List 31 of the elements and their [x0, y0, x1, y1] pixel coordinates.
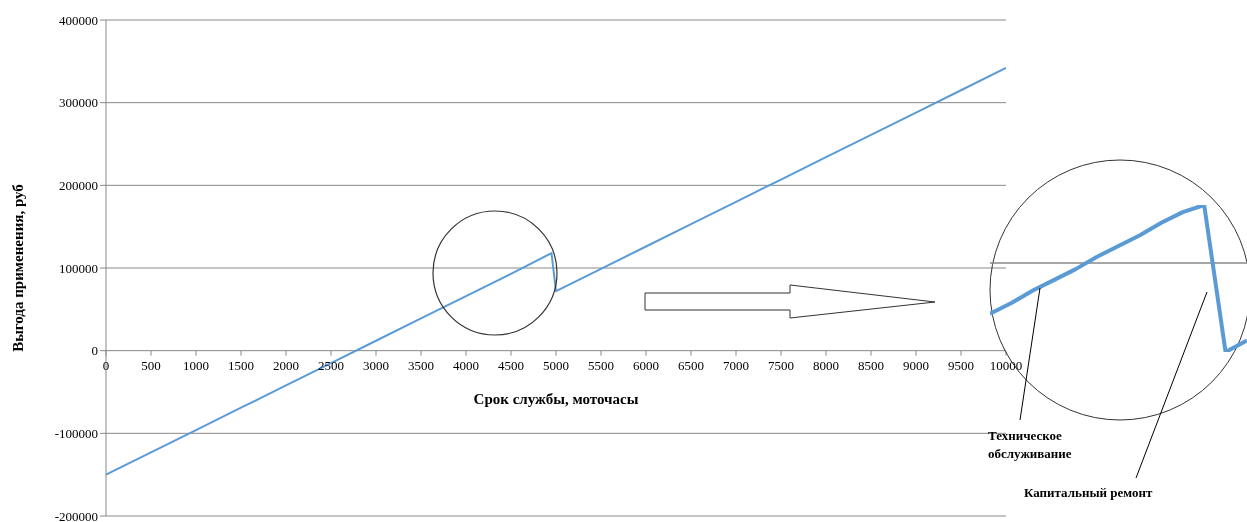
y-tick-label: 0 [91, 343, 98, 359]
x-tick-label: 9500 [948, 357, 974, 373]
x-tick-label: 2000 [273, 357, 299, 373]
x-axis-title: Срок службы, моточасы [472, 390, 640, 408]
x-tick-label: 3500 [408, 357, 434, 373]
y-tick-label: 400000 [59, 12, 98, 28]
y-axis-title: Выгода применения, руб [10, 184, 27, 352]
x-tick-label: 0 [102, 357, 110, 373]
y-tick-label: 200000 [59, 177, 98, 193]
x-tick-label: 7000 [723, 357, 749, 373]
annotation: Техническое обслуживание [988, 428, 1072, 461]
x-tick-label: 5500 [588, 357, 614, 373]
x-tick-label: 4500 [498, 357, 524, 373]
x-tick-label: 8000 [813, 357, 839, 373]
y-tick-label: 300000 [59, 95, 98, 111]
x-tick-label: 500 [141, 357, 161, 373]
x-tick-label: 5000 [543, 357, 569, 373]
y-tick-label: 100000 [59, 260, 98, 276]
y-tick-label: -200000 [54, 508, 98, 522]
x-tick-label: 6000 [633, 357, 659, 373]
x-tick-label: 4000 [453, 357, 479, 373]
x-tick-label: 8500 [858, 357, 884, 373]
text: Капитальный ремонт [1024, 485, 1153, 500]
x-tick-label: 9000 [903, 357, 929, 373]
x-tick-label: 7500 [768, 357, 794, 373]
x-tick-label: 6500 [678, 357, 704, 373]
x-tick-label: 10000 [989, 357, 1023, 373]
x-tick-label: 1000 [183, 357, 209, 373]
x-tick-label: 1500 [228, 357, 254, 373]
x-tick-label: 3000 [363, 357, 389, 373]
y-tick-label: -100000 [54, 425, 98, 441]
